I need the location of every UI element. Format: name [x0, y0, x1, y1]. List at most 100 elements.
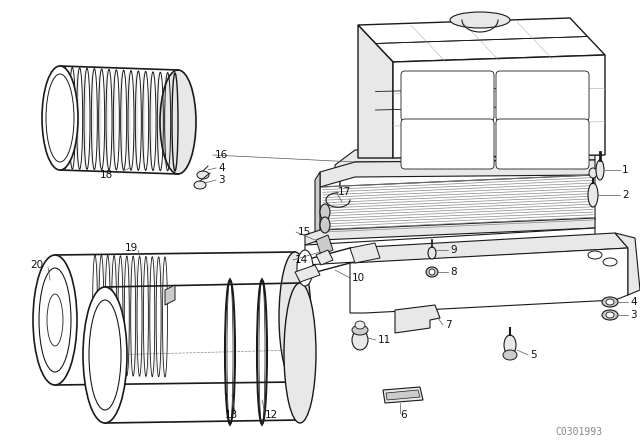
Ellipse shape: [33, 255, 77, 385]
Polygon shape: [350, 243, 380, 263]
Ellipse shape: [428, 247, 436, 259]
Polygon shape: [383, 387, 423, 403]
Polygon shape: [395, 305, 440, 333]
Ellipse shape: [156, 74, 160, 168]
Ellipse shape: [90, 70, 94, 168]
Ellipse shape: [160, 260, 163, 376]
Ellipse shape: [105, 71, 109, 168]
Ellipse shape: [128, 259, 131, 375]
Ellipse shape: [62, 67, 68, 169]
Ellipse shape: [602, 297, 618, 307]
Ellipse shape: [297, 250, 313, 286]
Text: 4: 4: [218, 163, 225, 173]
Polygon shape: [393, 55, 605, 158]
Ellipse shape: [147, 259, 150, 375]
Ellipse shape: [355, 321, 365, 329]
Ellipse shape: [134, 73, 138, 168]
Polygon shape: [316, 250, 333, 265]
Text: C0301993: C0301993: [555, 427, 602, 437]
Ellipse shape: [127, 72, 131, 168]
Text: 6: 6: [400, 410, 406, 420]
Polygon shape: [340, 165, 560, 235]
Ellipse shape: [589, 168, 597, 178]
Ellipse shape: [596, 160, 604, 180]
Polygon shape: [320, 175, 595, 232]
Ellipse shape: [320, 204, 330, 220]
Ellipse shape: [47, 294, 63, 346]
Ellipse shape: [97, 71, 101, 168]
Text: 12: 12: [265, 410, 278, 420]
Text: 1: 1: [622, 165, 628, 175]
Ellipse shape: [163, 74, 167, 169]
Text: 15: 15: [298, 227, 311, 237]
Polygon shape: [315, 172, 320, 242]
Text: 16: 16: [215, 150, 228, 160]
Ellipse shape: [42, 66, 78, 170]
Polygon shape: [358, 18, 605, 62]
Ellipse shape: [154, 260, 157, 375]
Ellipse shape: [76, 69, 79, 167]
Text: 19: 19: [125, 243, 138, 253]
Text: 4: 4: [630, 297, 637, 307]
Ellipse shape: [197, 171, 209, 179]
Ellipse shape: [602, 310, 618, 320]
Polygon shape: [358, 25, 393, 158]
Ellipse shape: [588, 183, 598, 207]
Ellipse shape: [109, 258, 112, 375]
Ellipse shape: [352, 325, 368, 335]
Ellipse shape: [284, 283, 316, 423]
Text: 2: 2: [622, 190, 628, 200]
Ellipse shape: [171, 75, 175, 169]
FancyBboxPatch shape: [401, 119, 494, 169]
Text: 7: 7: [445, 320, 452, 330]
Ellipse shape: [83, 70, 86, 167]
Text: 5: 5: [530, 350, 536, 360]
Ellipse shape: [116, 258, 118, 375]
Ellipse shape: [588, 251, 602, 259]
Polygon shape: [350, 248, 628, 313]
Ellipse shape: [606, 299, 614, 305]
Polygon shape: [350, 233, 628, 263]
Ellipse shape: [97, 258, 99, 374]
Ellipse shape: [119, 72, 124, 168]
Ellipse shape: [503, 350, 517, 360]
Ellipse shape: [46, 74, 74, 162]
Polygon shape: [615, 233, 640, 295]
Text: 20: 20: [30, 260, 43, 270]
Polygon shape: [335, 148, 595, 177]
Ellipse shape: [352, 330, 368, 350]
Ellipse shape: [141, 259, 144, 375]
Polygon shape: [305, 228, 595, 265]
Ellipse shape: [134, 259, 138, 375]
Ellipse shape: [141, 73, 145, 168]
Text: 3: 3: [218, 175, 225, 185]
Ellipse shape: [89, 300, 121, 410]
Ellipse shape: [68, 69, 72, 167]
Ellipse shape: [39, 268, 71, 372]
Ellipse shape: [426, 267, 438, 277]
Text: 3: 3: [630, 310, 637, 320]
Ellipse shape: [603, 258, 617, 266]
Ellipse shape: [279, 252, 311, 382]
FancyBboxPatch shape: [496, 119, 589, 169]
Polygon shape: [295, 265, 320, 282]
Ellipse shape: [160, 70, 196, 174]
Text: 18: 18: [100, 170, 113, 180]
Ellipse shape: [103, 258, 106, 374]
Text: 10: 10: [352, 273, 365, 283]
FancyBboxPatch shape: [401, 71, 494, 121]
Text: 9: 9: [450, 245, 456, 255]
Polygon shape: [165, 285, 175, 305]
Text: 11: 11: [378, 335, 391, 345]
Ellipse shape: [194, 181, 206, 189]
Polygon shape: [386, 390, 420, 400]
Ellipse shape: [504, 335, 516, 355]
Ellipse shape: [112, 71, 116, 168]
Ellipse shape: [606, 312, 614, 318]
FancyBboxPatch shape: [496, 71, 589, 121]
Polygon shape: [320, 160, 595, 187]
Polygon shape: [316, 235, 333, 255]
Ellipse shape: [122, 259, 125, 375]
Text: 17: 17: [338, 187, 351, 197]
Ellipse shape: [429, 269, 435, 275]
